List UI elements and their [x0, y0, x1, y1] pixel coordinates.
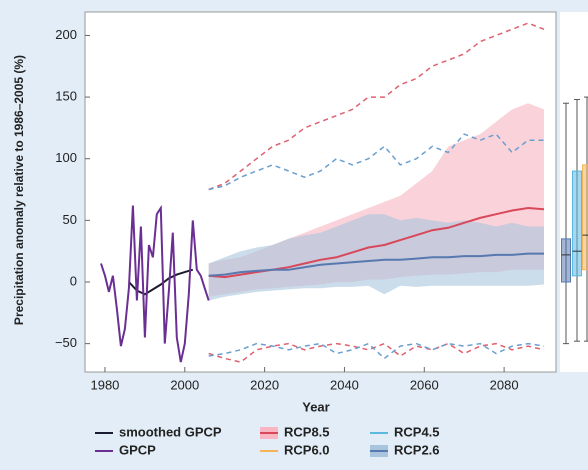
y-tick-label: 50 — [63, 212, 77, 227]
x-tick-label: 1980 — [90, 377, 119, 392]
box — [561, 238, 571, 283]
series-line — [208, 252, 544, 277]
x-tick-label: 2000 — [170, 377, 199, 392]
box — [582, 164, 588, 271]
y-tick-label: −50 — [55, 335, 77, 350]
series-line — [128, 268, 194, 296]
range-max-line — [208, 22, 545, 191]
box — [572, 170, 582, 277]
legend-label: RCP8.5 — [284, 424, 330, 439]
x-tick-label: 2020 — [250, 377, 279, 392]
y-tick-label: 100 — [55, 150, 77, 165]
range-min-line — [208, 342, 545, 360]
series-line — [100, 204, 210, 363]
y-axis-label: Precipitation anomaly relative to 1986–2… — [12, 55, 26, 325]
x-tick-label: 2040 — [330, 377, 359, 392]
range-band — [208, 214, 544, 301]
x-tick-label: 2060 — [410, 377, 439, 392]
x-tick-label: 2080 — [490, 377, 519, 392]
legend-label: RCP6.0 — [284, 442, 330, 457]
y-tick-label: 0 — [70, 273, 77, 288]
y-tick-label: 150 — [55, 89, 77, 104]
x-axis-label: Year — [302, 399, 329, 414]
legend-label: RCP4.5 — [394, 424, 440, 439]
legend-label: GPCP — [119, 442, 156, 457]
range-max-line — [208, 133, 544, 191]
legend-label: RCP2.6 — [394, 442, 440, 457]
legend-label: smoothed GPCP — [119, 424, 222, 439]
y-tick-label: 200 — [55, 27, 77, 42]
